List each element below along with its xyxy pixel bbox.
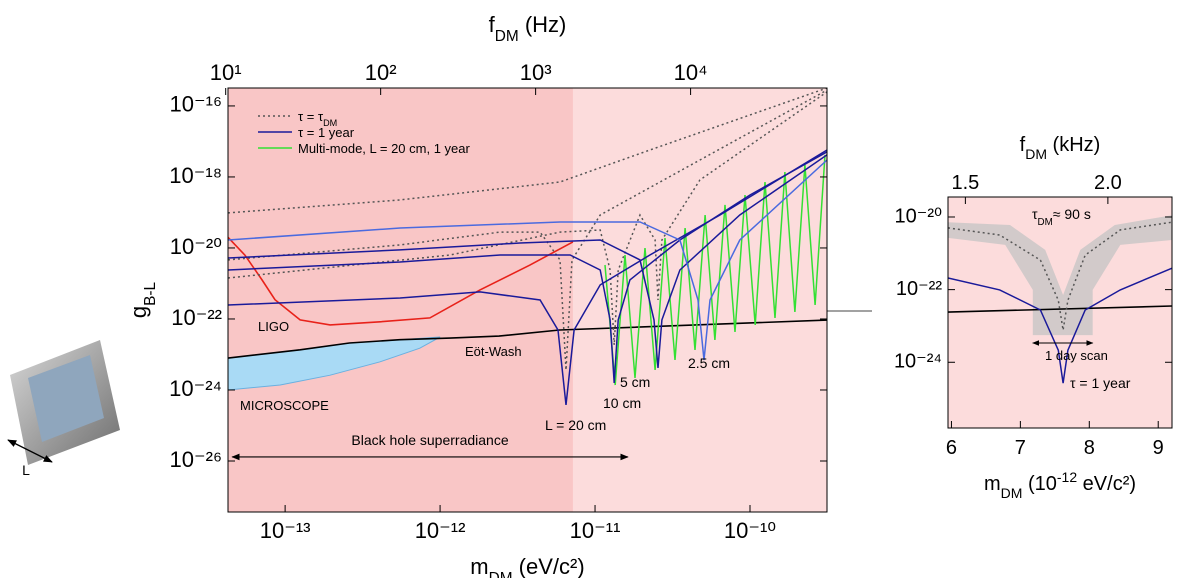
series-curve — [948, 267, 1172, 384]
x-tick-label: 10⁻¹¹ — [570, 518, 621, 543]
y-tick-label: 10⁻²⁴ — [169, 376, 222, 401]
x-axis-label-part: DM — [1001, 485, 1023, 501]
x-tick-label: 10⁻¹² — [415, 518, 466, 543]
plot-body — [948, 197, 1172, 428]
series-label: τ = 1 year — [1070, 375, 1131, 391]
x-axis-label-part: (eV/c²) — [513, 554, 585, 578]
series-label-part: τ = 1 year — [1070, 375, 1131, 391]
x2-tick-label: 10¹ — [210, 60, 242, 85]
series-curve — [228, 88, 827, 214]
x2-axis-label-part: (kHz) — [1047, 134, 1100, 156]
y-axis-label-part: g — [126, 306, 151, 318]
x2-axis-label-part: f — [489, 12, 496, 37]
device-illustration: L — [7, 340, 120, 478]
x2-tick-label: 10² — [365, 60, 397, 85]
x2-tick-label: 10³ — [520, 60, 552, 85]
plot-body — [228, 88, 827, 512]
legend-label: Multi-mode, L = 20 cm, 1 year — [298, 141, 471, 156]
series-curve — [948, 221, 1172, 331]
legend-label-part: τ = τ — [298, 109, 324, 124]
series-curve — [228, 159, 827, 361]
series-label-part: DM — [1038, 217, 1053, 228]
resonance-label: 2.5 cm — [688, 355, 730, 371]
series-label: τDM≈ 90 s — [1032, 206, 1091, 228]
y-axis-label-part: B-L — [142, 281, 159, 305]
legend-label-part: τ = 1 year — [298, 125, 355, 140]
x-axis-label-part: -12 — [1057, 469, 1077, 485]
y-tick-label: 10⁻²⁰ — [895, 205, 942, 227]
y-axis-label: gB-L — [126, 281, 159, 318]
plot-frame — [227, 87, 828, 513]
device-label: L — [22, 462, 30, 478]
y-tick-label: 10⁻¹⁶ — [170, 92, 222, 117]
shaded-region — [228, 88, 573, 512]
y-tick-label: 10⁻²² — [171, 305, 222, 330]
x2-axis-label-part: DM — [1025, 146, 1047, 162]
x2-axis-label: fDM (kHz) — [1020, 134, 1101, 162]
x-tick-label: 7 — [1015, 437, 1026, 459]
x-axis-label: mDM (eV/c²) — [470, 554, 584, 578]
x-tick-label: 10⁻¹⁰ — [724, 518, 776, 543]
plot-area — [947, 196, 1173, 429]
x-tick-label: 6 — [946, 437, 957, 459]
series-label-part: ≈ 90 s — [1053, 206, 1091, 222]
legend-label: τ = 1 year — [298, 125, 355, 140]
series-label-part: τ — [1032, 206, 1038, 222]
x-axis-label-part: (10 — [1022, 473, 1056, 495]
y-tick-label: 10⁻²⁴ — [894, 351, 942, 373]
range-label: Black hole superradiance — [351, 432, 508, 448]
x2-axis-label-part: DM — [495, 28, 519, 45]
limit-curve — [948, 305, 1172, 313]
area-label: MICROSCOPE — [240, 398, 329, 413]
x2-tick-label: 1.5 — [951, 172, 979, 194]
series-curve — [228, 91, 827, 346]
x-tick-label: 8 — [1084, 437, 1095, 459]
x-axis-label-part: eV/c²) — [1077, 473, 1136, 495]
series-curve — [228, 154, 827, 369]
band-label: 1 day scan — [1045, 348, 1108, 363]
y-tick-label: 10⁻²⁶ — [170, 447, 222, 472]
resonance-label: 5 cm — [620, 374, 650, 390]
legend-label-part: DM — [323, 118, 337, 128]
x-tick-label: 9 — [1153, 437, 1164, 459]
limit-label: Eöt-Wash — [465, 344, 522, 359]
limit-label: LIGO — [258, 319, 289, 334]
plot-frame — [947, 196, 1173, 429]
x-axis-label-part: m — [984, 473, 1001, 495]
series-curve — [228, 151, 827, 384]
plot-area — [227, 87, 828, 513]
x2-axis-label-part: f — [1020, 134, 1026, 156]
x-tick-label: 10⁻¹³ — [260, 518, 311, 543]
y-tick-label: 10⁻¹⁸ — [169, 163, 222, 188]
x2-tick-label: 2.0 — [1094, 172, 1122, 194]
legend-label-part: Multi-mode, L = 20 cm, 1 year — [298, 141, 471, 156]
x-axis-label: mDM (10-12 eV/c²) — [984, 469, 1136, 501]
x2-axis-label: fDM (Hz) — [489, 12, 567, 45]
limit-curve — [228, 236, 574, 326]
y-tick-label: 10⁻²² — [896, 278, 942, 300]
series-curve — [604, 154, 826, 386]
legend-label: τ = τDM — [298, 109, 337, 128]
y-tick-label: 10⁻²⁰ — [170, 234, 222, 259]
resonance-label: L = 20 cm — [545, 417, 606, 433]
device-plate — [28, 355, 104, 442]
scan-band — [948, 215, 1172, 336]
limit-curve — [228, 319, 827, 359]
x2-axis-label-part: (Hz) — [519, 12, 567, 37]
x2-tick-label: 10⁴ — [674, 60, 708, 85]
series-curve — [228, 149, 827, 405]
resonance-label: 10 cm — [603, 395, 641, 411]
device-size-arrow — [7, 439, 53, 463]
x-axis-label-part: DM — [489, 570, 513, 578]
x-axis-label-part: m — [470, 554, 488, 578]
